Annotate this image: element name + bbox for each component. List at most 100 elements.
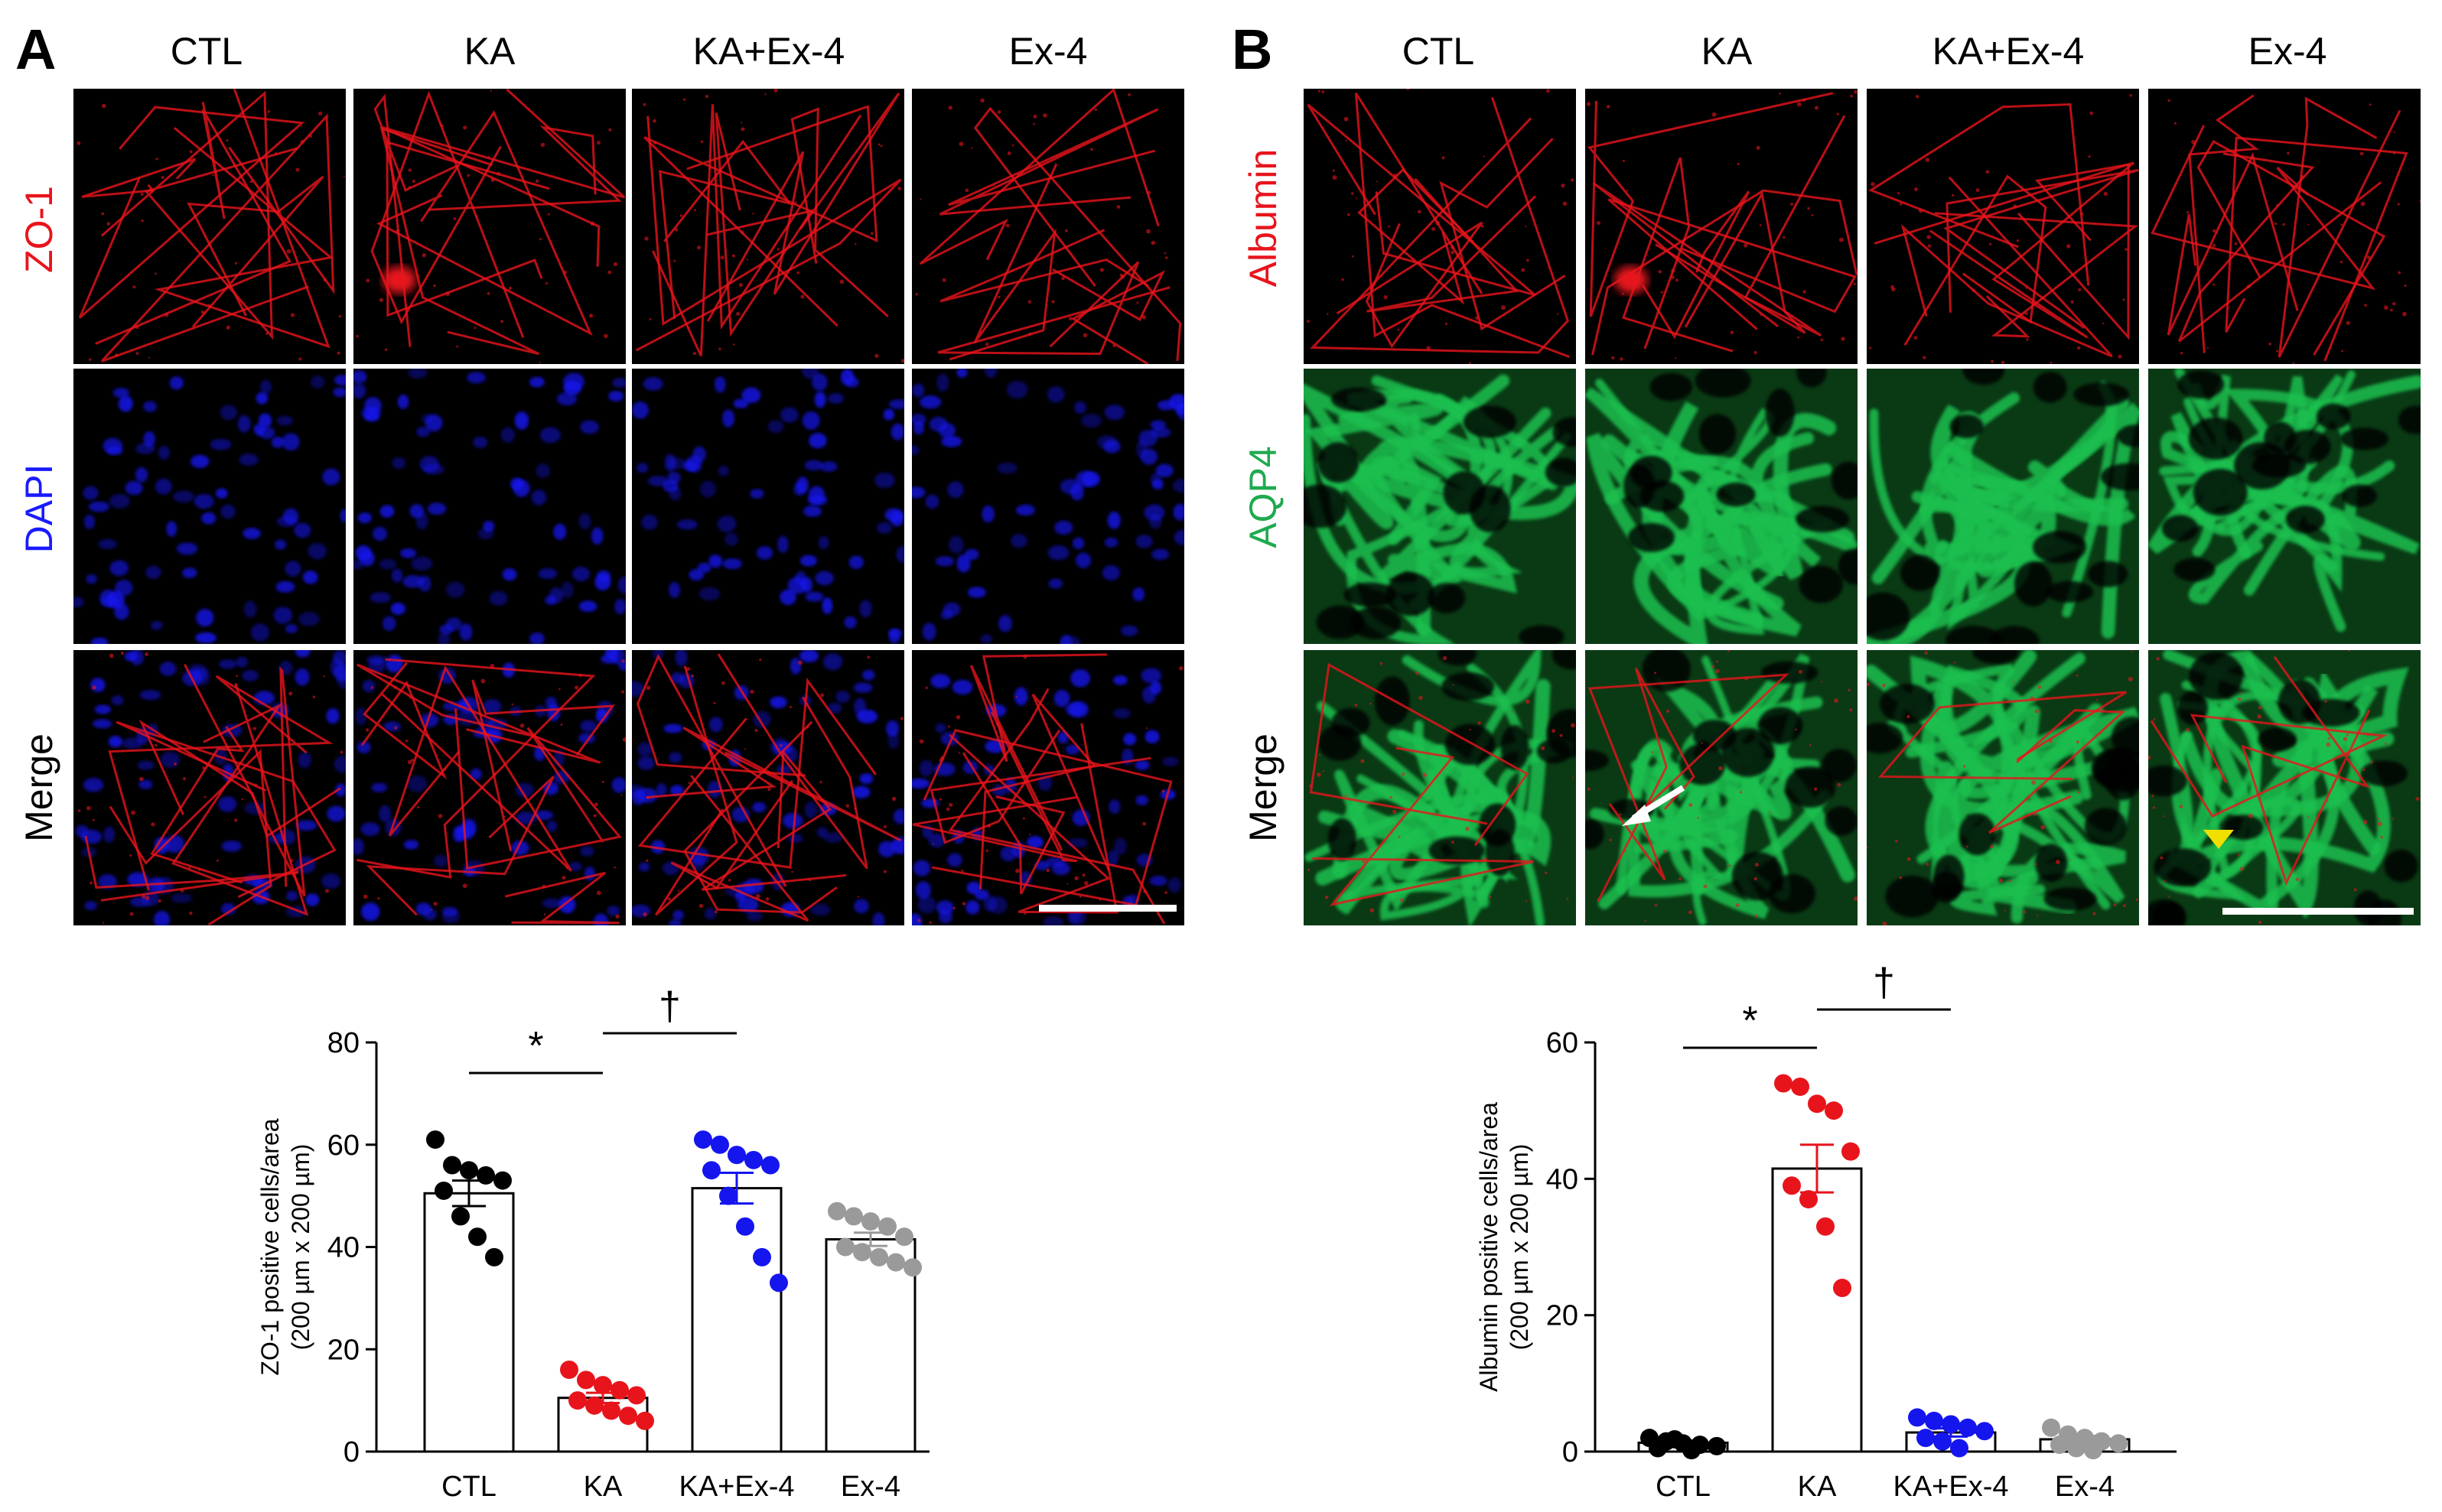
data-point (1933, 1432, 1952, 1451)
panel-b-col-ka-ex4: KA+Ex-4 (1932, 30, 2085, 73)
data-point (1783, 1176, 1801, 1195)
micrograph-tile (353, 89, 626, 364)
data-point (1950, 1439, 1968, 1458)
albumin-bar-chart: 0 20 40 60 Albumin positive cells/area (200 µ… (1475, 961, 2177, 1503)
data-point (1808, 1094, 1826, 1114)
micrograph-tile (912, 650, 1184, 925)
y-axis-label: Albumin positive cells/area (1475, 1102, 1503, 1392)
micrograph-tile (632, 650, 904, 925)
data-point (1708, 1436, 1726, 1455)
data-point (451, 1207, 470, 1226)
data-point (887, 1253, 905, 1272)
data-point (1958, 1418, 1977, 1437)
data-point (426, 1130, 444, 1149)
panel-a-micrograph-grid (73, 89, 1184, 925)
data-point (702, 1161, 721, 1180)
data-point (1942, 1415, 1960, 1434)
y-tick-label: 40 (1546, 1163, 1578, 1195)
panel-b-col-ka: KA (1701, 30, 1753, 73)
data-point (610, 1380, 629, 1400)
zo1-bar-chart: 0 20 40 60 80 ZO-1 positive cells/area (200 µm… (256, 984, 930, 1503)
y-tick-label: 20 (327, 1334, 360, 1366)
micrograph-tile (73, 89, 346, 364)
micrograph-tile (73, 369, 346, 644)
data-point (728, 1146, 746, 1165)
micrograph-tile (2148, 89, 2421, 364)
x-tick-label: KA+Ex-4 (679, 1471, 794, 1503)
bar (691, 1187, 783, 1453)
data-point (828, 1201, 846, 1221)
micrograph-tile (1304, 369, 1576, 644)
data-point (1816, 1217, 1835, 1236)
panel-a-col-ctl: CTL (171, 30, 243, 73)
bar (1771, 1167, 1863, 1453)
data-point (1665, 1429, 1684, 1449)
data-point (895, 1227, 913, 1247)
data-point (836, 1237, 855, 1257)
data-point (1916, 1429, 1935, 1448)
data-point (904, 1258, 922, 1277)
panel-a-letter: A (15, 18, 56, 81)
data-point (2109, 1434, 2128, 1453)
significance-symbol: * (528, 1024, 543, 1068)
data-point (878, 1217, 897, 1236)
x-tick-label: KA (584, 1471, 623, 1503)
micrograph-tile (1304, 650, 1576, 925)
yellow-arrowhead-icon (2203, 830, 2234, 849)
y-tick-label: 20 (1546, 1300, 1578, 1332)
data-point (485, 1247, 503, 1267)
significance-symbol: † (659, 984, 681, 1029)
data-point (619, 1406, 637, 1426)
panel-b-row-albumin: Albumin (1242, 149, 1284, 288)
data-point (736, 1217, 754, 1236)
micrograph-tile (632, 89, 904, 364)
white-arrow-icon (1622, 785, 1685, 826)
micrograph-tile (1585, 89, 1858, 364)
data-point (861, 1212, 880, 1231)
micrograph-tile (353, 369, 626, 644)
data-point (568, 1391, 587, 1410)
micrograph-tile (632, 369, 904, 644)
significance-symbol: * (1742, 999, 1757, 1043)
data-point (636, 1411, 654, 1430)
micrograph-tile (1304, 89, 1576, 364)
panel-a-row-dapi: DAPI (18, 464, 60, 554)
data-point (1975, 1422, 1994, 1441)
panel-a-scale-bar (1039, 905, 1177, 912)
micrograph-tile (353, 650, 626, 925)
data-point (435, 1181, 453, 1200)
panel-a-row-merge: Merge (18, 733, 60, 842)
panel-b-col-ex4: Ex-4 (2248, 30, 2327, 73)
data-point (2050, 1436, 2069, 1455)
panel-b-row-labels: Albumin AQP4 Merge (1242, 149, 1284, 842)
data-point (560, 1361, 578, 1379)
x-tick-label: KA+Ex-4 (1893, 1471, 2008, 1503)
data-point (1799, 1190, 1818, 1209)
data-point (1825, 1101, 1843, 1120)
panel-a-col-ka: KA (464, 30, 516, 73)
data-point (493, 1171, 512, 1190)
data-point (719, 1186, 737, 1205)
y-tick-label: 60 (1546, 1027, 1578, 1059)
x-tick-label: CTL (441, 1471, 497, 1503)
micrograph-tile (1867, 369, 2139, 644)
panel-b-row-aqp4: AQP4 (1242, 446, 1284, 548)
panel-a-col-ex4: Ex-4 (1009, 30, 1088, 73)
bar (423, 1192, 515, 1453)
data-point (1649, 1439, 1667, 1458)
data-point (2067, 1439, 2085, 1458)
panel-b-micrograph-grid (1304, 89, 2421, 925)
panel-b-col-ctl: CTL (1402, 30, 1474, 73)
micrograph-tile (1585, 369, 1858, 644)
micrograph-tile (912, 89, 1184, 364)
data-point (870, 1247, 888, 1267)
data-point (2084, 1441, 2102, 1460)
micrograph-tile (2148, 369, 2421, 644)
y-tick-label: 0 (344, 1436, 360, 1468)
panel-a-col-ka-ex4: KA+Ex-4 (693, 30, 845, 73)
data-point (1791, 1077, 1809, 1096)
data-point (627, 1386, 646, 1405)
x-tick-label: Ex-4 (841, 1471, 900, 1503)
micrograph-tile (2148, 650, 2421, 925)
